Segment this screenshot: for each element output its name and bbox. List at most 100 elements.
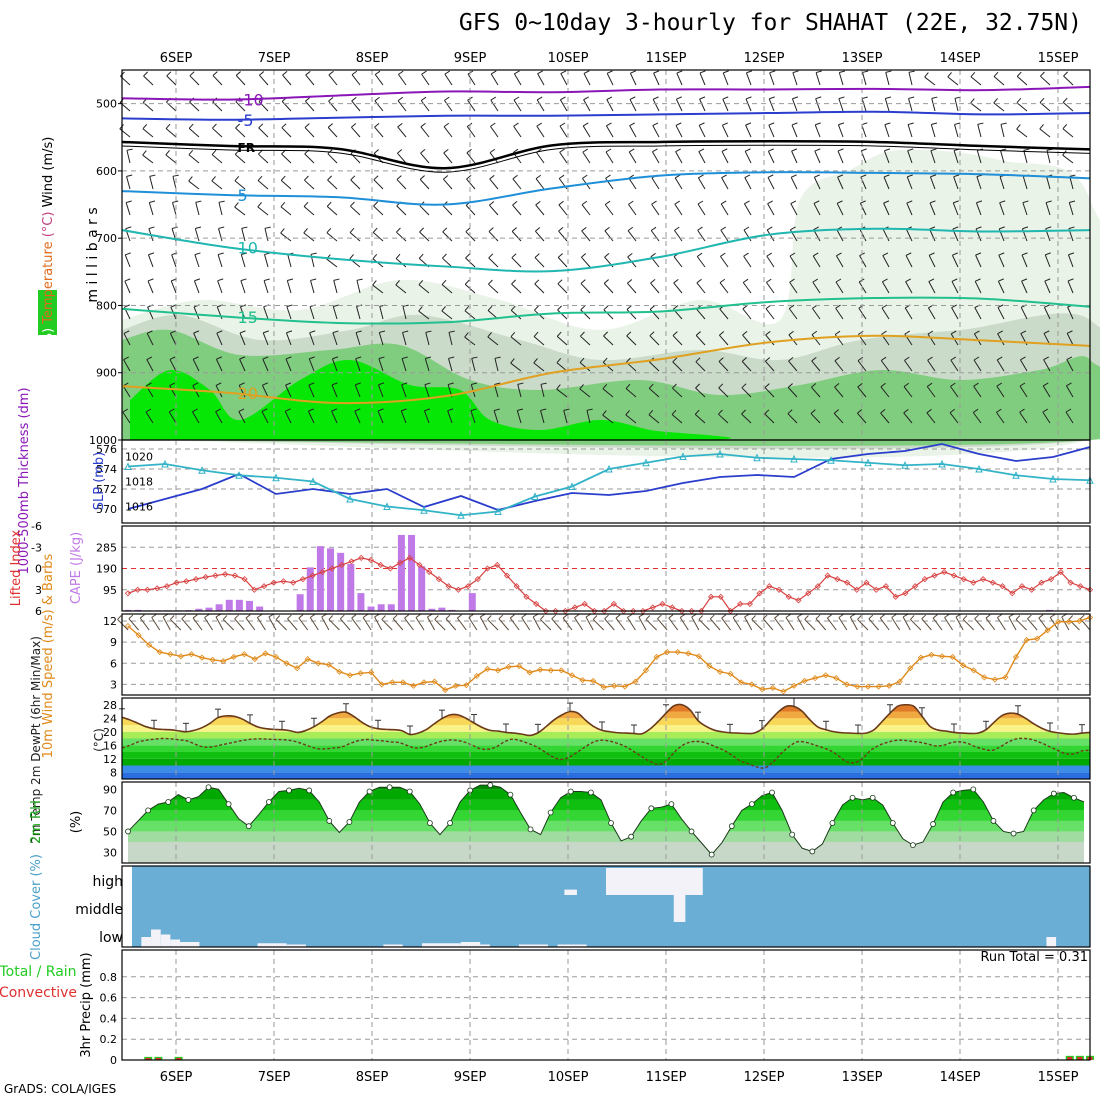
temperature-contour-label: 10 [238,239,258,258]
rh-marker [265,799,272,805]
wind-barb-10m [902,613,911,631]
wind-barb [954,122,961,138]
li-marker [970,579,977,586]
li-marker [1028,586,1035,593]
wind-barb-10m [139,614,150,631]
wind-barb [625,383,637,398]
li-marker [1057,568,1064,576]
wind-speed-marker [653,653,660,661]
date-label-bottom: 15SEP [1038,1070,1079,1085]
wind-barb [629,122,637,138]
wind-speed-marker [283,660,290,667]
li-marker [134,586,141,593]
wind-barb [905,278,913,294]
rh-axis-label: 2m RH [29,800,44,844]
wind-barb [764,357,775,372]
wind-barb [511,253,522,268]
li-marker [494,561,501,569]
date-label-bottom: 14SEP [940,1070,981,1085]
wind-barb [676,70,683,86]
wind-barb-10m [645,615,657,631]
wind-barb-10m [804,615,816,631]
rh-marker [165,799,172,805]
wind-barb [349,227,361,242]
wind-barb [304,97,315,112]
wind-barb [142,150,154,164]
wind-barb [488,279,499,294]
wind-barb [813,200,821,216]
wind-barb [834,356,844,372]
wind-barb [331,408,338,424]
wind-speed-marker [188,651,195,658]
wind-barb [885,70,892,86]
rh-marker [970,786,977,793]
wind-barb-10m [592,615,605,631]
low-cloud-block [180,942,200,947]
wind-barb [695,383,706,398]
precip-convective-bar [176,1057,182,1060]
wind-barb [124,252,131,268]
wind-speed-marker [568,672,576,679]
wind-barb [787,409,798,424]
wind-barb [722,96,729,112]
temp-tick-label: 8 [110,766,117,779]
wind-barb [310,278,317,294]
slp-marker [1049,474,1057,483]
wind-barb-10m [785,613,795,631]
wind-barb [766,252,775,268]
wind-barb [282,71,292,86]
wind-barb [718,357,729,372]
cape-bar [225,599,233,611]
li-marker [1048,576,1055,583]
wind-speed-marker [621,683,628,690]
temperature-contour [121,227,1091,273]
wind-barb-10m [932,614,943,631]
date-label-top: 8SEP [356,51,389,66]
wind-barb [234,149,246,164]
wind-barb [281,123,292,138]
wind-barb [377,408,384,424]
slp-marker [716,449,724,458]
wind-barb-10m [415,613,425,631]
wind-barb [420,149,430,164]
wind-barb [537,70,545,86]
date-label-top: 9SEP [454,51,487,66]
wind-barb [238,408,246,424]
wind-speed-marker [262,650,269,657]
slp-marker [124,462,132,470]
wind-barb [257,175,269,190]
li-marker [358,554,365,561]
wind-speed-marker [1002,674,1009,681]
cape-bar [195,608,203,611]
low-cloud-block [480,944,490,947]
wind-barb [602,383,614,398]
wind-barb [510,331,522,346]
date-label-bottom: 13SEP [842,1070,883,1085]
wind-barb [672,383,683,398]
low-cloud-block [518,944,548,947]
temp-tick-label: 28 [103,699,117,712]
wind-barb-10m [921,614,932,631]
wind-barb [397,96,407,112]
cape-bar [235,599,243,611]
wind-barb [378,356,385,372]
wind-barb [767,200,775,216]
wind-barb [742,331,752,346]
wind-barb [557,253,568,268]
wind-barb [240,278,247,294]
wind-barb [286,304,293,320]
wind-barb [697,174,706,190]
wind-barb [466,175,476,190]
wind-barb [510,305,522,320]
wind-barb-10m [962,615,975,631]
rh-marker [205,784,212,791]
wind-barb [951,278,959,294]
rh-tick-label: 30 [103,846,117,859]
date-label-top: 7SEP [258,51,291,66]
li-marker [737,600,744,607]
wind-barb-10m [532,613,541,631]
li-marker [824,572,831,579]
wind-barb [540,408,547,424]
li-marker [960,576,967,583]
wind-barb [1044,252,1051,268]
